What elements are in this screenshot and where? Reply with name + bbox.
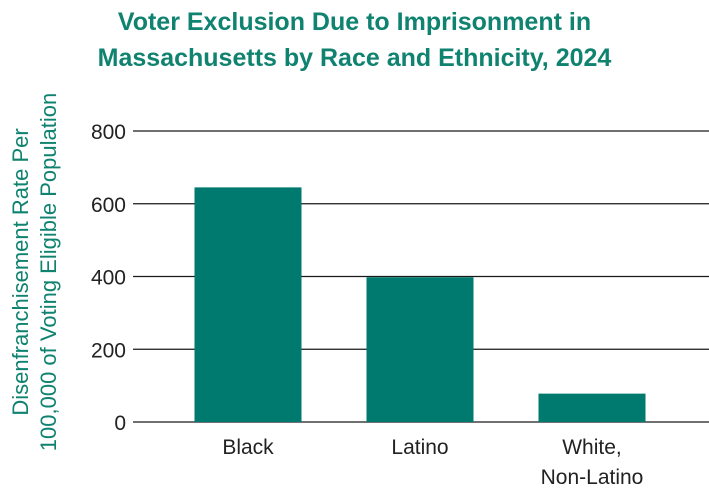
y-tick-label: 600 xyxy=(91,194,126,217)
y-axis-title: Disenfranchisement Rate Per 100,000 of V… xyxy=(8,93,61,451)
chart-title: Voter Exclusion Due to Imprisonment in M… xyxy=(0,4,709,76)
y-tick-label: 200 xyxy=(91,339,126,362)
chart-title-line-2: Massachusetts by Race and Ethnicity, 202… xyxy=(97,44,612,72)
y-tick-label: 0 xyxy=(114,412,126,435)
bars xyxy=(194,187,646,422)
y-tick-label: 800 xyxy=(91,121,126,144)
y-tick-label: 400 xyxy=(91,267,126,290)
x-axis-labels: Black Latino White, Non-Latino xyxy=(222,436,643,489)
x-category-label: Non-Latino xyxy=(541,466,644,489)
bar-2 xyxy=(538,393,646,422)
x-category-label: Latino xyxy=(391,436,448,459)
x-category-label: White, xyxy=(562,436,622,459)
x-category-label: Black xyxy=(222,436,274,459)
y-axis-title-line-2: 100,000 of Voting Eligible Population xyxy=(36,93,61,451)
bar-1 xyxy=(366,277,474,422)
y-axis-title-line-1: Disenfranchisement Rate Per xyxy=(8,128,33,415)
y-axis-ticks: 0 200 400 600 800 xyxy=(91,121,126,435)
chart-title-line-1: Voter Exclusion Due to Imprisonment in xyxy=(117,8,592,36)
bar-0 xyxy=(194,187,302,422)
